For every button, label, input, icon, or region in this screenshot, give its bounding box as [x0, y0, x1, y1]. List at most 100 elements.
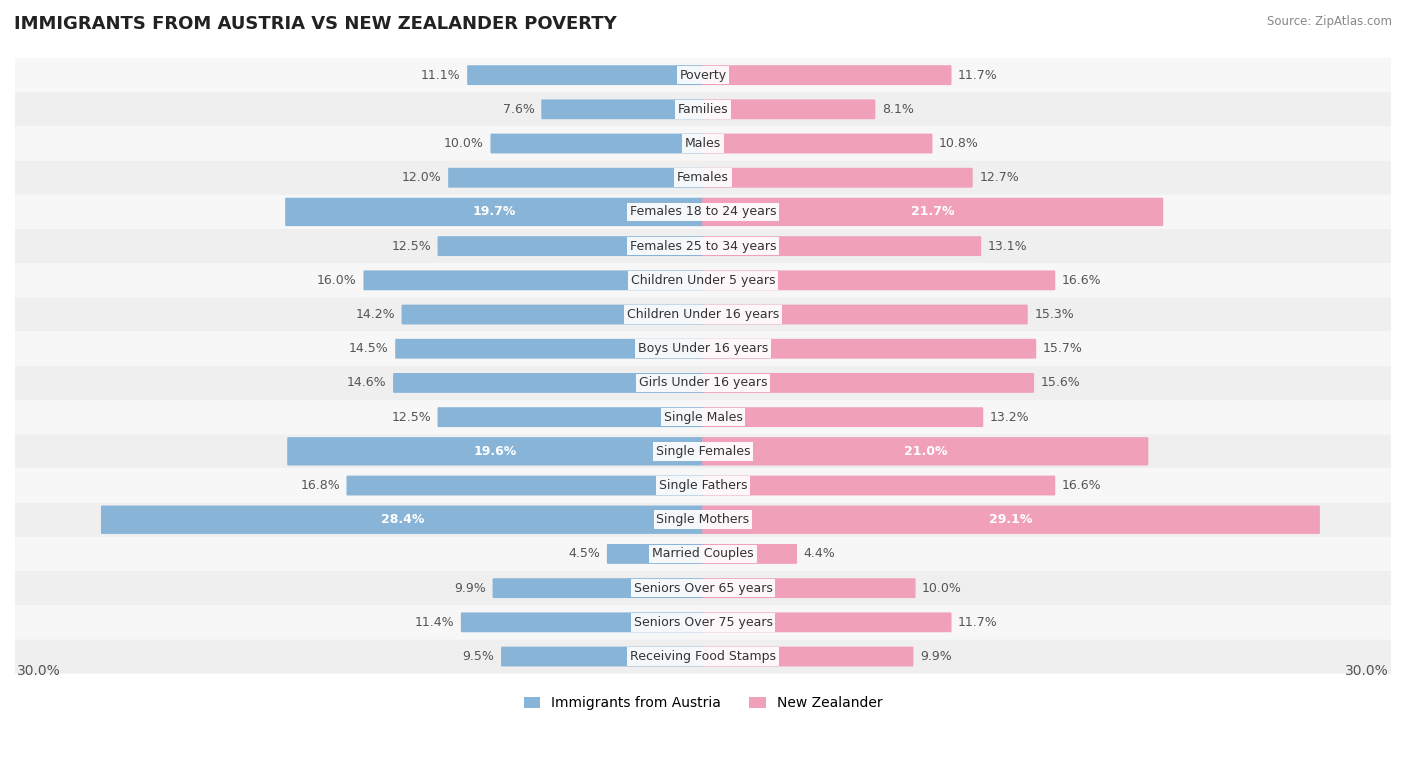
FancyBboxPatch shape	[491, 133, 704, 153]
FancyBboxPatch shape	[15, 468, 1391, 503]
FancyBboxPatch shape	[437, 236, 704, 256]
Text: 16.6%: 16.6%	[1062, 479, 1101, 492]
Text: Seniors Over 65 years: Seniors Over 65 years	[634, 581, 772, 594]
FancyBboxPatch shape	[395, 339, 704, 359]
FancyBboxPatch shape	[437, 407, 704, 427]
FancyBboxPatch shape	[15, 605, 1391, 640]
Text: 9.9%: 9.9%	[920, 650, 952, 663]
Text: IMMIGRANTS FROM AUSTRIA VS NEW ZEALANDER POVERTY: IMMIGRANTS FROM AUSTRIA VS NEW ZEALANDER…	[14, 15, 617, 33]
Text: 11.7%: 11.7%	[957, 615, 998, 629]
Text: 29.1%: 29.1%	[990, 513, 1032, 526]
FancyBboxPatch shape	[15, 640, 1391, 674]
FancyBboxPatch shape	[702, 198, 1163, 226]
FancyBboxPatch shape	[702, 612, 952, 632]
Text: 15.7%: 15.7%	[1043, 342, 1083, 356]
Text: Seniors Over 75 years: Seniors Over 75 years	[634, 615, 772, 629]
FancyBboxPatch shape	[346, 475, 704, 496]
FancyBboxPatch shape	[15, 127, 1391, 161]
Text: 13.1%: 13.1%	[988, 240, 1028, 252]
FancyBboxPatch shape	[702, 271, 1056, 290]
FancyBboxPatch shape	[15, 297, 1391, 332]
FancyBboxPatch shape	[461, 612, 704, 632]
FancyBboxPatch shape	[15, 400, 1391, 434]
Text: 7.6%: 7.6%	[503, 103, 534, 116]
Text: Poverty: Poverty	[679, 69, 727, 82]
FancyBboxPatch shape	[285, 198, 704, 226]
Text: Married Couples: Married Couples	[652, 547, 754, 560]
Text: 11.1%: 11.1%	[420, 69, 461, 82]
Text: Children Under 5 years: Children Under 5 years	[631, 274, 775, 287]
Text: 4.4%: 4.4%	[804, 547, 835, 560]
FancyBboxPatch shape	[101, 506, 704, 534]
FancyBboxPatch shape	[702, 578, 915, 598]
FancyBboxPatch shape	[15, 434, 1391, 468]
FancyBboxPatch shape	[702, 168, 973, 188]
FancyBboxPatch shape	[15, 571, 1391, 605]
Text: 12.5%: 12.5%	[391, 240, 432, 252]
Text: 14.2%: 14.2%	[356, 308, 395, 321]
FancyBboxPatch shape	[15, 366, 1391, 400]
Text: 10.8%: 10.8%	[939, 137, 979, 150]
Text: Single Mothers: Single Mothers	[657, 513, 749, 526]
Text: Source: ZipAtlas.com: Source: ZipAtlas.com	[1267, 15, 1392, 28]
Text: Children Under 16 years: Children Under 16 years	[627, 308, 779, 321]
Text: 28.4%: 28.4%	[381, 513, 425, 526]
FancyBboxPatch shape	[702, 475, 1056, 496]
Text: 30.0%: 30.0%	[17, 664, 60, 678]
Text: 10.0%: 10.0%	[444, 137, 484, 150]
FancyBboxPatch shape	[702, 647, 914, 666]
FancyBboxPatch shape	[492, 578, 704, 598]
Text: Females: Females	[678, 171, 728, 184]
Text: 14.5%: 14.5%	[349, 342, 388, 356]
FancyBboxPatch shape	[607, 544, 704, 564]
Text: 4.5%: 4.5%	[568, 547, 600, 560]
Text: 16.8%: 16.8%	[301, 479, 340, 492]
Text: 12.0%: 12.0%	[402, 171, 441, 184]
FancyBboxPatch shape	[287, 437, 704, 465]
Text: Males: Males	[685, 137, 721, 150]
Text: Single Females: Single Females	[655, 445, 751, 458]
FancyBboxPatch shape	[702, 339, 1036, 359]
Text: Females 18 to 24 years: Females 18 to 24 years	[630, 205, 776, 218]
FancyBboxPatch shape	[702, 506, 1320, 534]
Text: 10.0%: 10.0%	[922, 581, 962, 594]
FancyBboxPatch shape	[702, 305, 1028, 324]
Text: 13.2%: 13.2%	[990, 411, 1029, 424]
FancyBboxPatch shape	[363, 271, 704, 290]
Text: 12.7%: 12.7%	[979, 171, 1019, 184]
Text: Families: Families	[678, 103, 728, 116]
FancyBboxPatch shape	[702, 133, 932, 153]
FancyBboxPatch shape	[702, 65, 952, 85]
FancyBboxPatch shape	[702, 99, 876, 119]
Text: 9.5%: 9.5%	[463, 650, 495, 663]
Text: Boys Under 16 years: Boys Under 16 years	[638, 342, 768, 356]
FancyBboxPatch shape	[15, 229, 1391, 263]
Text: 16.6%: 16.6%	[1062, 274, 1101, 287]
FancyBboxPatch shape	[15, 332, 1391, 366]
Text: 8.1%: 8.1%	[882, 103, 914, 116]
Text: 11.4%: 11.4%	[415, 615, 454, 629]
Text: 9.9%: 9.9%	[454, 581, 486, 594]
Text: 19.6%: 19.6%	[474, 445, 517, 458]
FancyBboxPatch shape	[702, 373, 1033, 393]
Text: 15.6%: 15.6%	[1040, 377, 1080, 390]
FancyBboxPatch shape	[449, 168, 704, 188]
FancyBboxPatch shape	[394, 373, 704, 393]
FancyBboxPatch shape	[541, 99, 704, 119]
FancyBboxPatch shape	[702, 437, 1149, 465]
FancyBboxPatch shape	[402, 305, 704, 324]
Text: 19.7%: 19.7%	[472, 205, 516, 218]
Legend: Immigrants from Austria, New Zealander: Immigrants from Austria, New Zealander	[517, 691, 889, 716]
Text: 30.0%: 30.0%	[1346, 664, 1389, 678]
FancyBboxPatch shape	[15, 92, 1391, 127]
FancyBboxPatch shape	[15, 537, 1391, 571]
Text: Girls Under 16 years: Girls Under 16 years	[638, 377, 768, 390]
FancyBboxPatch shape	[15, 503, 1391, 537]
Text: 21.0%: 21.0%	[904, 445, 948, 458]
FancyBboxPatch shape	[15, 263, 1391, 297]
Text: 15.3%: 15.3%	[1035, 308, 1074, 321]
Text: 12.5%: 12.5%	[391, 411, 432, 424]
FancyBboxPatch shape	[501, 647, 704, 666]
Text: 21.7%: 21.7%	[911, 205, 955, 218]
Text: Single Fathers: Single Fathers	[659, 479, 747, 492]
